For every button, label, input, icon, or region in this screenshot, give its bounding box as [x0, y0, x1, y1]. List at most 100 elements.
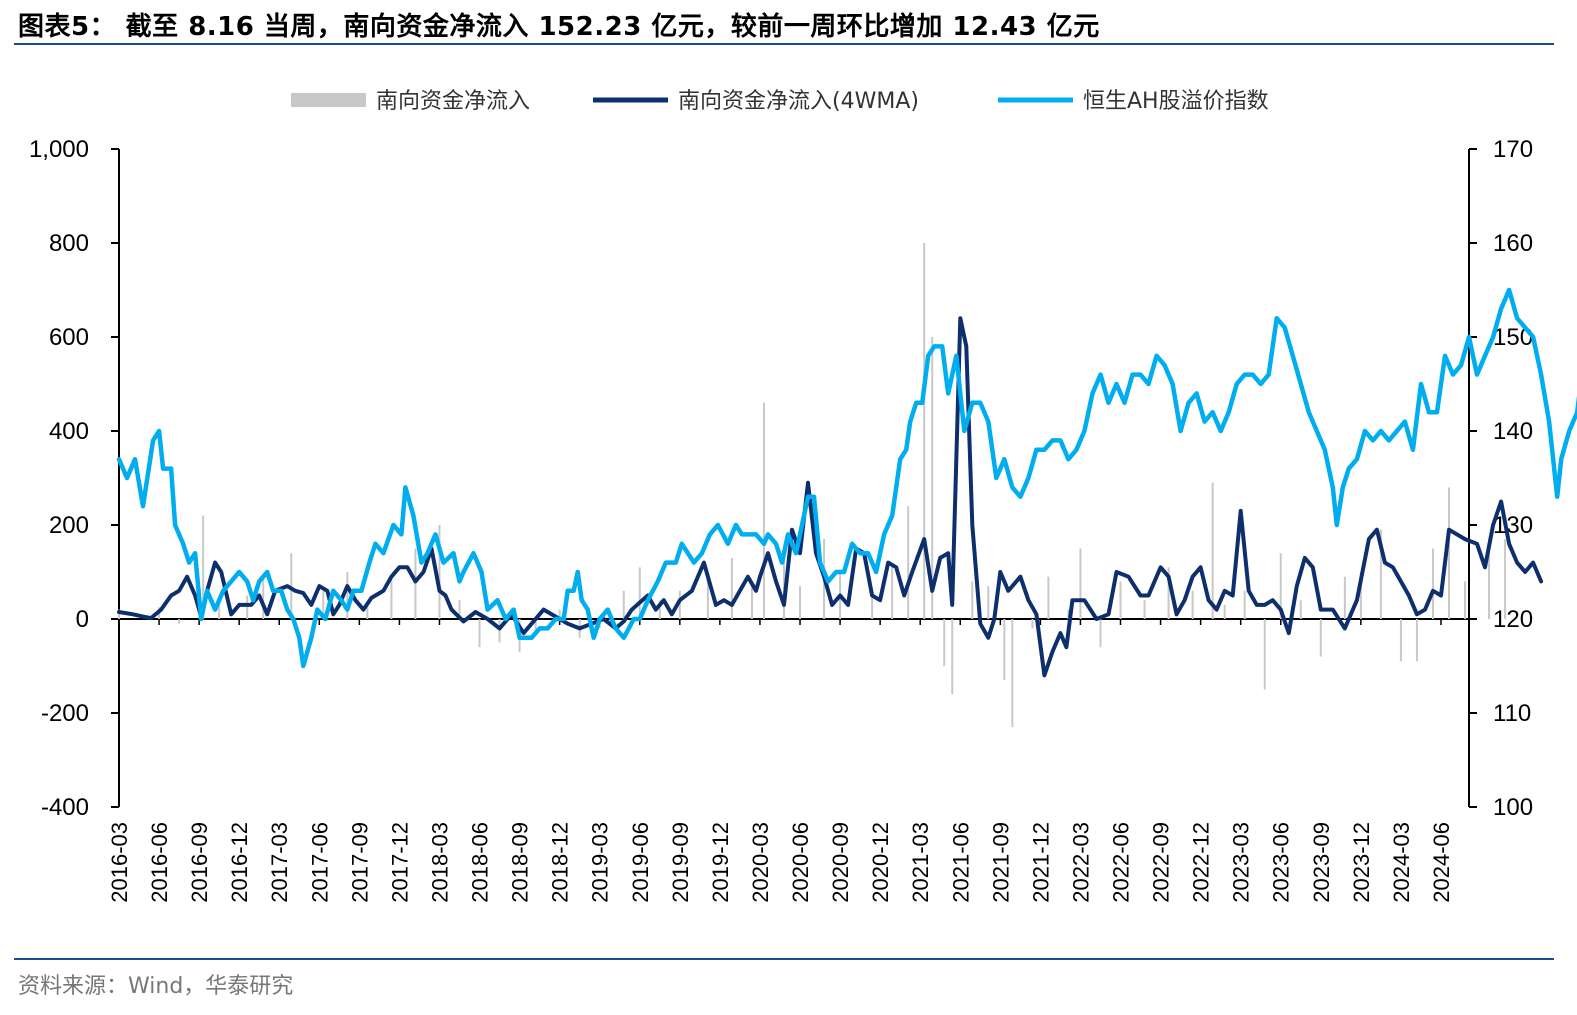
- y-right-tick-label: 170: [1493, 136, 1533, 163]
- y-left-tick-label: 1,000: [29, 136, 89, 163]
- y-left-tick-label: -200: [41, 700, 89, 727]
- net-inflow-bar: [1011, 619, 1014, 728]
- y-left-tick-label: 800: [49, 230, 89, 257]
- net-inflow-bar: [1431, 548, 1434, 619]
- y-right-tick-label: 110: [1493, 700, 1531, 727]
- net-inflow-bar: [390, 576, 393, 619]
- net-inflow-bar: [1079, 548, 1082, 619]
- legend-label-ah: 恒生AH股溢价指数: [1083, 89, 1269, 114]
- net-inflow-bar: [534, 619, 537, 634]
- y-right-tick-label: 130: [1493, 512, 1533, 539]
- net-inflow-bar: [931, 337, 934, 619]
- net-inflow-bar: [638, 567, 641, 619]
- net-inflow-bar: [1099, 619, 1102, 648]
- x-tick-label: 2022-12: [1189, 822, 1214, 903]
- figure-label: 图表5：: [18, 12, 117, 42]
- x-tick-label: 2023-03: [1229, 822, 1254, 903]
- net-inflow-bar: [1047, 576, 1050, 619]
- net-inflow-bar: [458, 600, 461, 619]
- net-inflow-bar: [1211, 482, 1214, 619]
- x-tick-label: 2016-03: [107, 822, 132, 903]
- top-rule: [14, 43, 1554, 45]
- y-left-tick-label: 200: [49, 512, 89, 539]
- net-inflow-bar: [1488, 553, 1491, 619]
- net-inflow-bar: [1119, 581, 1122, 619]
- y-left-tick-label: 400: [49, 418, 89, 445]
- bottom-rule: [14, 958, 1554, 960]
- net-inflow-bar: [1279, 553, 1282, 619]
- source-note: 资料来源：Wind，华泰研究: [18, 974, 294, 999]
- net-inflow-bar: [478, 619, 481, 648]
- net-inflow-bar: [871, 590, 874, 619]
- net-inflow-bar: [951, 619, 954, 695]
- net-inflow-bar: [1223, 604, 1226, 619]
- net-inflow-bar: [498, 619, 501, 643]
- net-inflow-bar: [782, 548, 785, 619]
- net-inflow-bar: [1243, 590, 1246, 619]
- net-inflow-4wma-line: [117, 316, 1544, 678]
- net-inflow-bar: [1067, 609, 1070, 619]
- x-tick-label: 2020-09: [828, 822, 853, 903]
- net-inflow-bar: [558, 609, 561, 619]
- x-tick-label: 2018-09: [508, 822, 533, 903]
- x-tick-label: 2024-06: [1429, 822, 1454, 903]
- x-tick-label: 2022-03: [1068, 822, 1093, 903]
- x-tick-label: 2018-12: [548, 822, 573, 903]
- y-right-tick-label: 100: [1493, 794, 1533, 821]
- x-tick-label: 2023-12: [1349, 822, 1374, 903]
- net-inflow-bar: [1464, 581, 1467, 619]
- net-inflow-bar: [322, 590, 325, 619]
- line-series: [116, 287, 1577, 678]
- axes: -400 -200 0 200 400 600 800 1,000 100 110 120 130 14…: [29, 136, 1533, 821]
- x-tick-label: 2020-12: [868, 822, 893, 903]
- net-inflow-bar: [262, 576, 265, 619]
- x-tick-label: 2021-09: [988, 822, 1013, 903]
- net-inflow-bar: [118, 609, 120, 619]
- x-tick-label: 2021-12: [1028, 822, 1053, 903]
- net-inflow-bar: [246, 595, 249, 619]
- net-inflow-bar: [750, 581, 753, 619]
- net-inflow-bar: [1504, 539, 1507, 619]
- y-right-tick-label: 120: [1493, 606, 1533, 633]
- y-right-tick-label: 140: [1493, 418, 1533, 445]
- net-inflow-bar: [658, 600, 661, 619]
- y-right-tick-label: 160: [1493, 230, 1533, 257]
- net-inflow-bar: [799, 586, 802, 619]
- net-inflow-bar: [202, 515, 205, 619]
- x-tick-label: 2018-06: [468, 822, 493, 903]
- net-inflow-bar: [1191, 590, 1194, 619]
- legend: 南向资金净流入 南向资金净流入(4WMA) 恒生AH股溢价指数: [291, 89, 1269, 114]
- net-inflow-bar: [1399, 619, 1402, 662]
- net-inflow-bar: [943, 619, 946, 666]
- net-inflow-bar: [438, 525, 441, 619]
- legend-label-bars: 南向资金净流入: [376, 89, 530, 114]
- net-inflow-bar: [1343, 576, 1346, 619]
- net-inflow-bar: [1167, 567, 1170, 619]
- net-inflow-bar: [1003, 619, 1006, 681]
- x-tick-label: 2016-12: [227, 822, 252, 903]
- x-tick-label: 2016-06: [147, 822, 172, 903]
- net-inflow-bar: [178, 619, 181, 624]
- x-tick-label: 2022-09: [1149, 822, 1174, 903]
- x-tick-label: 2023-09: [1309, 822, 1334, 903]
- net-inflow-bar: [907, 506, 910, 619]
- x-tick-label: 2020-06: [788, 822, 813, 903]
- x-tick-label: 2021-03: [908, 822, 933, 903]
- net-inflow-bar: [1143, 600, 1146, 619]
- x-tick-label: 2017-03: [267, 822, 292, 903]
- bar-series: [118, 243, 1507, 728]
- net-inflow-bar: [762, 402, 765, 619]
- x-tick-label: 2017-12: [387, 822, 412, 903]
- x-tick-label: 2021-06: [948, 822, 973, 903]
- x-tick-label: 2017-09: [347, 822, 372, 903]
- x-tick-label: 2019-06: [628, 822, 653, 903]
- chart-title: 图表5： 截至 8.16 当周，南向资金净流入 152.23 亿元，较前一周环比…: [18, 6, 1100, 43]
- net-inflow-bar: [1319, 619, 1322, 657]
- title-text: 截至 8.16 当周，南向资金净流入 152.23 亿元，较前一周环比增加 12…: [125, 12, 1100, 42]
- net-inflow-bar: [1263, 619, 1266, 690]
- net-inflow-bar: [730, 557, 733, 619]
- y-left-tick-label: 0: [76, 606, 89, 633]
- legend-swatch-bars: [291, 93, 366, 107]
- net-inflow-bar: [971, 581, 974, 619]
